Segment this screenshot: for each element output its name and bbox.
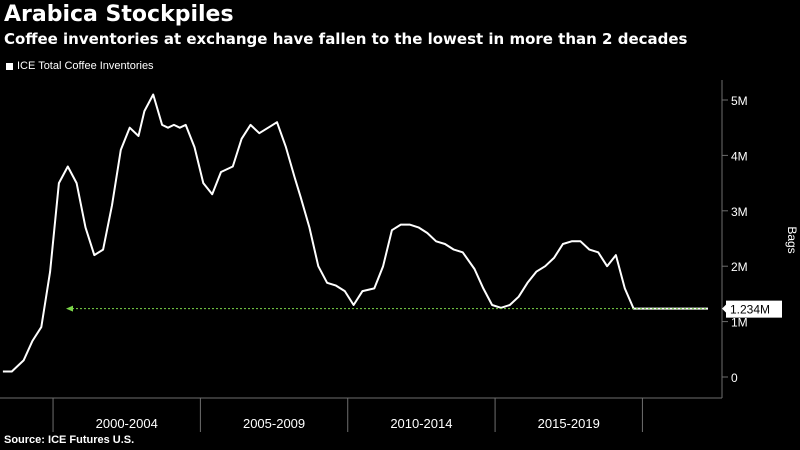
x-axis: 2000-2004 2005-2009 2010-2014 2015-2019 [0, 397, 722, 431]
x-period-label: 2015-2019 [538, 416, 600, 431]
y-axis: 0 1M 2M 3M 4M 5M [721, 80, 748, 398]
y-axis-label: Bags [785, 226, 799, 253]
series-layer [2, 93, 708, 373]
reference-value-pointer [722, 303, 727, 314]
chart-title: Arabica Stockpiles [4, 2, 234, 27]
source-note: Source: ICE Futures U.S. [4, 434, 135, 446]
reference-arrow-icon [66, 305, 73, 312]
y-tick-label: 1M [731, 316, 748, 330]
series-line [2, 93, 708, 373]
y-tick-label: 5M [731, 94, 748, 108]
period-dividers [52, 398, 643, 432]
y-tick-label: 0 [731, 371, 738, 385]
y-tick-label: 4M [731, 149, 748, 163]
y-tick-label: 3M [731, 205, 748, 219]
x-period-label: 2005-2009 [243, 416, 305, 431]
y-tick-label: 2M [731, 260, 748, 274]
reference-layer: 1.234M [66, 300, 782, 318]
x-period-label: 2000-2004 [96, 416, 158, 431]
legend-swatch [6, 62, 13, 70]
reference-value-box [726, 300, 782, 318]
legend: ICE Total Coffee Inventories [6, 60, 154, 72]
chart-subtitle: Coffee inventories at exchange have fall… [4, 30, 688, 48]
reference-value-label: 1.234M [730, 303, 770, 317]
legend-label: ICE Total Coffee Inventories [17, 60, 154, 72]
x-period-label: 2010-2014 [390, 416, 452, 431]
